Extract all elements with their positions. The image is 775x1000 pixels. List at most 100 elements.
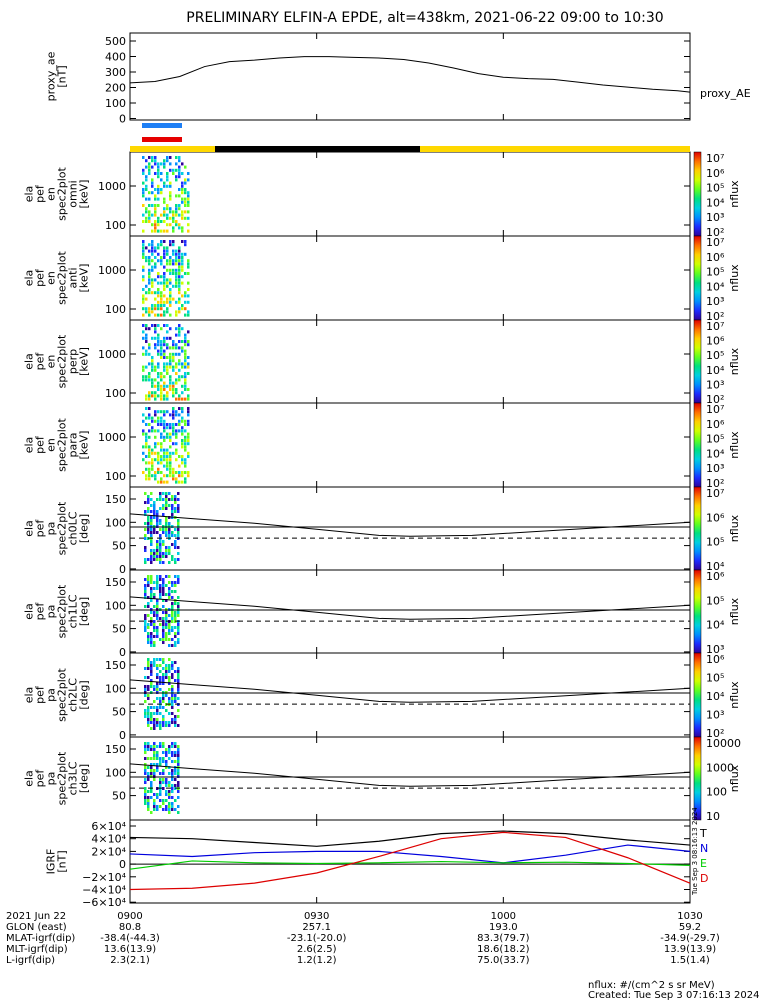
pa-spectrogram-cell — [156, 682, 159, 685]
spectrogram-cell — [175, 223, 178, 227]
colorbar-tick-label: 10⁴ — [706, 364, 725, 377]
spectrogram-cell — [154, 197, 157, 201]
pa-spectrogram-cell — [168, 658, 171, 661]
y-axis-label-line: spec2plot — [56, 501, 69, 555]
spectrogram-cell — [172, 426, 175, 430]
spectrogram-cell — [163, 197, 166, 201]
spectrogram-cell — [178, 226, 181, 230]
pa-spectrogram-cell — [168, 751, 171, 754]
pa-spectrogram-cell — [150, 528, 153, 531]
pa-spectrogram-cell — [159, 805, 162, 808]
pa-spectrogram-cell — [153, 516, 156, 519]
spectrogram-cell — [148, 477, 151, 481]
pa-spectrogram-cell — [171, 802, 174, 805]
pa-spectrogram-cell — [177, 772, 180, 775]
pitch-angle-solid-line — [129, 596, 691, 620]
spectrogram-cell — [145, 307, 148, 311]
spectrogram-cell — [160, 356, 163, 359]
spectrogram-cell — [145, 256, 148, 259]
pa-spectrogram-cell — [156, 614, 159, 617]
spectrogram-cell — [160, 391, 163, 395]
pa-spectrogram-cell — [156, 673, 159, 676]
pa-spectrogram-cell — [174, 534, 177, 537]
pa-spectrogram-cell — [177, 679, 180, 682]
spectrogram-cell — [184, 307, 187, 311]
pa-spectrogram-cell — [165, 635, 168, 638]
pa-spectrogram-cell — [159, 799, 162, 802]
pa-spectrogram-cell — [162, 528, 165, 531]
spectrogram-cell — [154, 365, 157, 369]
pitch-angle-solid-line — [129, 513, 691, 537]
spectrogram-cell — [175, 281, 178, 285]
spectrogram-cell — [166, 432, 169, 436]
spectrogram-cell — [178, 275, 181, 279]
spectrogram-cell — [148, 291, 151, 295]
spectrogram-cell — [166, 307, 169, 311]
pa-spectrogram-cell — [156, 751, 159, 754]
spectrogram-cell — [163, 288, 166, 291]
pa-spectrogram-cell — [162, 578, 165, 581]
y-axis-label-line: ela — [23, 603, 36, 620]
colorbar-tick-label: 10⁵ — [706, 672, 724, 685]
pa-spectrogram-cell — [174, 507, 177, 510]
y-axis-label-line: ela — [23, 270, 36, 287]
spectrogram-cell — [163, 265, 166, 269]
spectrogram-cell — [145, 455, 148, 458]
pa-spectrogram-cell — [153, 620, 156, 623]
pa-spectrogram-cell — [171, 787, 174, 790]
pa-spectrogram-cell — [165, 617, 168, 620]
pa-spectrogram-cell — [165, 664, 168, 667]
spectrogram-cell — [184, 343, 187, 347]
spectrogram-cell — [175, 391, 178, 395]
pa-spectrogram-cell — [171, 620, 174, 623]
pa-spectrogram-cell — [171, 754, 174, 757]
spectrogram-cell — [169, 435, 172, 439]
spectrogram-cell — [178, 165, 181, 169]
spectrogram-cell — [172, 210, 175, 214]
pa-spectrogram-cell — [156, 724, 159, 727]
spectrogram-cell — [166, 207, 169, 211]
pa-spectrogram-cell — [144, 558, 147, 561]
pa-spectrogram-cell — [171, 611, 174, 614]
pa-spectrogram-cell — [153, 644, 156, 647]
pa-spectrogram-cell — [174, 602, 177, 605]
spectrogram-cell — [172, 368, 175, 372]
pa-spectrogram-cell — [162, 667, 165, 670]
spectrogram-cell — [160, 461, 163, 465]
spectrogram-cell — [157, 458, 160, 462]
spectrogram-cell — [163, 349, 166, 353]
pa-spectrogram-cell — [177, 626, 180, 629]
pa-spectrogram-cell — [144, 629, 147, 632]
spectrogram-cell — [160, 352, 163, 356]
pa-spectrogram-cell — [153, 552, 156, 555]
pa-spectrogram-cell — [159, 593, 162, 596]
spectrogram-cell — [151, 281, 154, 285]
spectrogram-cell — [187, 200, 190, 204]
pa-spectrogram-cell — [177, 614, 180, 617]
spectrogram-cell — [175, 435, 178, 439]
pa-spectrogram-cell — [162, 504, 165, 507]
y-tick-label: 150 — [105, 743, 126, 756]
spectrogram-cell — [160, 388, 163, 391]
spectrogram-cell — [181, 327, 184, 331]
pa-spectrogram-cell — [162, 593, 165, 596]
pa-spectrogram-cell — [147, 635, 150, 638]
pa-spectrogram-cell — [168, 504, 171, 507]
spectrogram-cell — [166, 346, 169, 350]
pa-spectrogram-cell — [168, 644, 171, 647]
spectrogram-cell — [160, 448, 163, 452]
spectrogram-cell — [151, 243, 154, 247]
spectrogram-cell — [154, 304, 157, 307]
spectrogram-cell — [154, 313, 157, 317]
spectrogram-cell — [145, 210, 148, 214]
spectrogram-cell — [181, 172, 184, 175]
spectrogram-cell — [157, 216, 160, 220]
pa-spectrogram-cell — [144, 593, 147, 596]
spectrogram-cell — [160, 220, 163, 223]
spectrogram-cell — [145, 284, 148, 288]
pa-spectrogram-cell — [171, 790, 174, 793]
spectrogram-cell — [154, 458, 157, 462]
spectrogram-cell — [154, 410, 157, 414]
spectrogram-cell — [169, 381, 172, 385]
